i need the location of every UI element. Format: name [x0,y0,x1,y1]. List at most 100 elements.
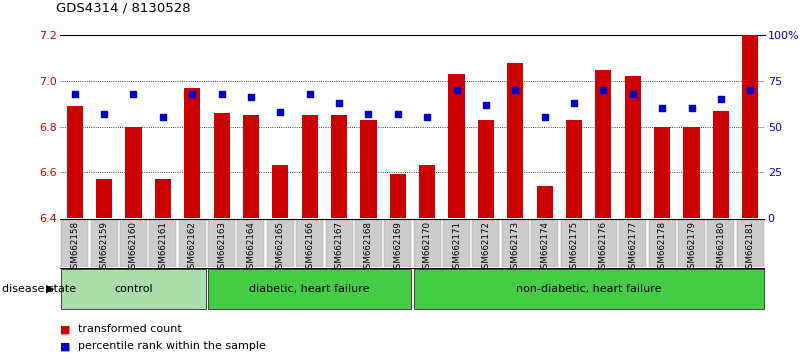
Bar [737,219,764,267]
Point [186,91,199,97]
Text: GSM662179: GSM662179 [687,221,696,274]
Bar [120,219,147,267]
Point [362,111,375,116]
Text: GSM662168: GSM662168 [364,221,373,274]
Bar [360,120,376,218]
Point [98,111,111,116]
Bar [531,219,558,267]
Bar [325,219,352,267]
Bar [478,120,494,218]
Bar [473,219,500,267]
Bar [561,219,588,267]
Text: GSM662176: GSM662176 [599,221,608,274]
Text: GSM662172: GSM662172 [481,221,490,274]
Bar [713,110,729,218]
Bar [595,70,611,218]
Text: GSM662161: GSM662161 [159,221,167,274]
Bar [683,127,699,218]
Bar [91,219,118,267]
Point [274,109,287,115]
Bar [155,179,171,218]
Bar [390,175,406,218]
Bar [208,269,412,309]
Bar [149,219,176,267]
Text: GSM662162: GSM662162 [187,221,197,274]
Text: diabetic, heart failure: diabetic, heart failure [249,284,370,294]
Bar [413,219,441,267]
Point [244,95,257,100]
Point [215,91,228,97]
Bar [296,219,324,267]
Point [68,91,81,97]
Point [626,91,639,97]
Text: GSM662158: GSM662158 [70,221,79,274]
Text: GSM662178: GSM662178 [658,221,666,274]
Point [656,105,669,111]
Text: GSM662163: GSM662163 [217,221,226,274]
Bar [443,219,470,267]
Point [714,96,727,102]
Bar [625,76,641,218]
Bar [61,219,88,267]
Bar [302,115,318,218]
Text: GSM662165: GSM662165 [276,221,285,274]
Text: ■: ■ [60,341,70,351]
Point [392,111,405,116]
Point [156,115,169,120]
Bar [243,115,259,218]
Text: GSM662167: GSM662167 [335,221,344,274]
Bar [208,219,235,267]
Bar [507,63,523,218]
Text: GSM662170: GSM662170 [423,221,432,274]
Bar [214,113,230,218]
Text: ▶: ▶ [46,284,54,294]
Bar [566,120,582,218]
Bar [272,165,288,218]
Text: GSM662177: GSM662177 [628,221,638,274]
Bar [237,219,264,267]
Point [509,87,521,93]
Bar [590,219,617,267]
Text: GSM662173: GSM662173 [511,221,520,274]
Text: GSM662171: GSM662171 [452,221,461,274]
Bar [413,269,764,309]
Text: transformed count: transformed count [78,324,182,334]
Point [450,87,463,93]
Text: GSM662180: GSM662180 [716,221,726,274]
Bar [267,219,294,267]
Text: GSM662159: GSM662159 [99,221,109,274]
Text: GSM662181: GSM662181 [746,221,755,274]
Bar [126,127,142,218]
Point [421,115,433,120]
Text: GSM662175: GSM662175 [570,221,578,274]
Bar [384,219,412,267]
Point [332,100,345,106]
Bar [61,269,206,309]
Bar [179,219,206,267]
Text: non-diabetic, heart failure: non-diabetic, heart failure [516,284,662,294]
Bar [649,219,676,267]
Bar [331,115,347,218]
Point [127,91,140,97]
Bar [419,165,435,218]
Bar [619,219,646,267]
Point [744,87,757,93]
Point [568,100,581,106]
Text: disease state: disease state [2,284,77,294]
Bar [537,186,553,218]
Text: percentile rank within the sample: percentile rank within the sample [78,341,266,351]
Bar [66,106,83,218]
Bar [707,219,735,267]
Text: control: control [115,284,153,294]
Point [538,115,551,120]
Bar [743,35,759,218]
Bar [654,127,670,218]
Text: GSM662164: GSM662164 [247,221,256,274]
Text: GSM662160: GSM662160 [129,221,138,274]
Bar [184,88,200,218]
Point [480,102,493,108]
Bar [355,219,382,267]
Point [685,105,698,111]
Bar [449,74,465,218]
Point [597,87,610,93]
